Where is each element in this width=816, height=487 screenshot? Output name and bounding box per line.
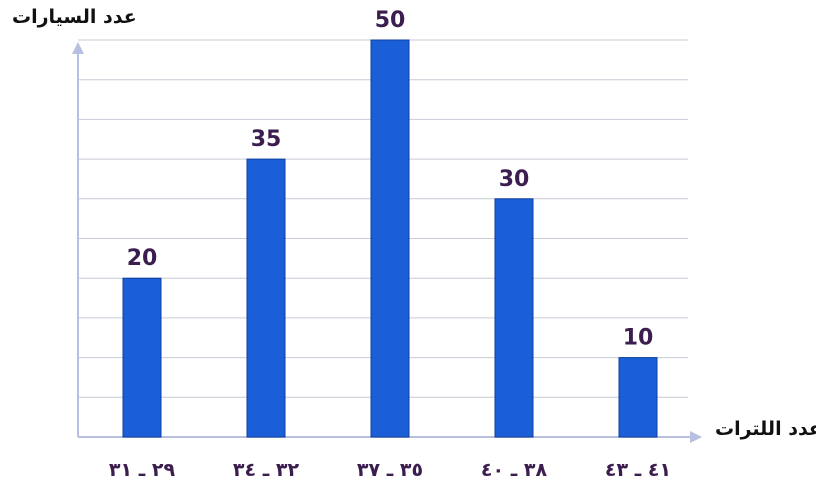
bar-2: [246, 158, 286, 438]
x-axis-label: عدد اللترات: [715, 418, 816, 440]
x-axis-arrow-icon: [690, 431, 702, 443]
x-tick-label-2: ٣٢ ـ ٣٤: [233, 459, 300, 481]
x-tick-label-1: ٢٩ ـ ٣١: [109, 459, 176, 481]
bar-4: [494, 198, 534, 438]
value-label-3: 50: [375, 8, 406, 33]
value-labels: 20 35 50 30 10: [127, 8, 654, 351]
bar-1: [122, 277, 162, 438]
x-tick-label-4: ٣٨ ـ ٤٠: [481, 459, 548, 481]
value-label-5: 10: [623, 326, 654, 351]
bar-3: [370, 39, 410, 438]
x-tick-label-5: ٤١ ـ ٤٣: [605, 459, 671, 481]
value-label-1: 20: [127, 246, 158, 271]
y-axis-label: عدد السيارات: [12, 6, 137, 28]
bar-5: [618, 357, 658, 438]
x-tick-labels: ٢٩ ـ ٣١ ٣٢ ـ ٣٤ ٣٥ ـ ٣٧ ٣٨ ـ ٤٠ ٤١ ـ ٤٣: [109, 459, 671, 481]
y-axis-arrow-icon: [72, 42, 84, 54]
x-tick-label-3: ٣٥ ـ ٣٧: [357, 459, 423, 481]
value-label-4: 30: [499, 167, 530, 192]
value-label-2: 35: [251, 127, 282, 152]
bars: [122, 39, 658, 438]
